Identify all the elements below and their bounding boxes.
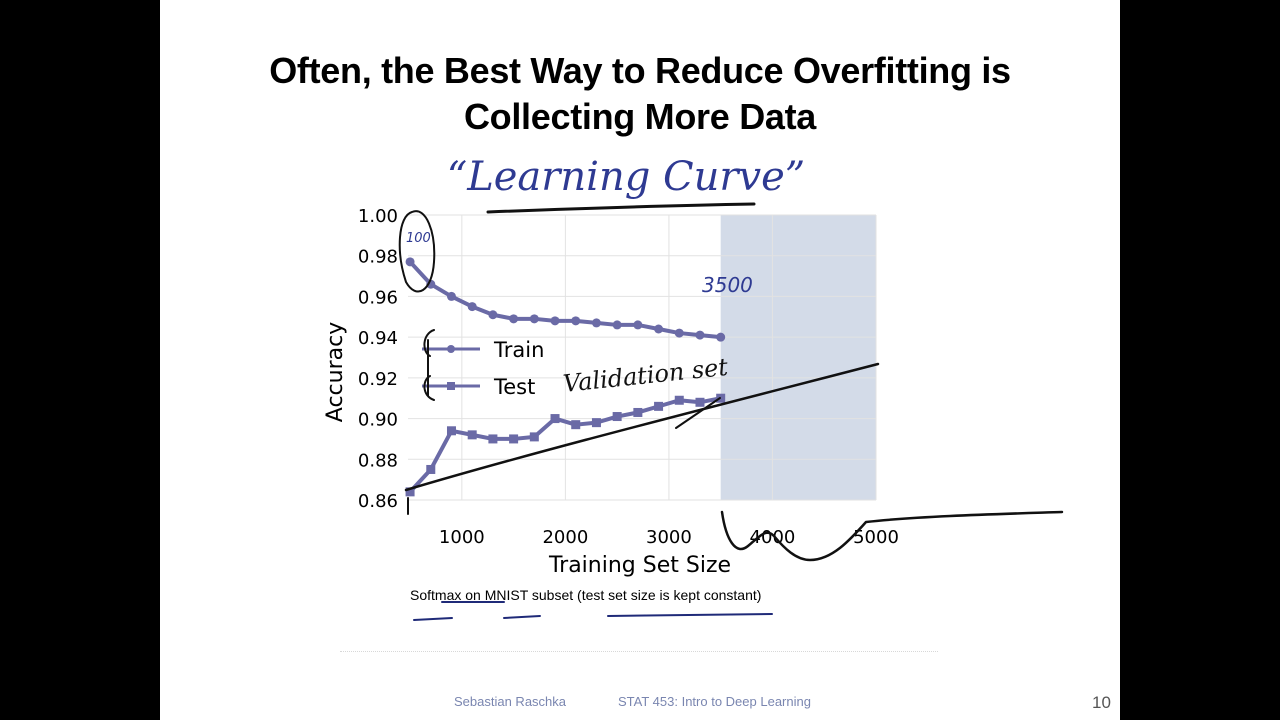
- gap-bracket: [423, 329, 435, 401]
- train-point: [529, 314, 539, 324]
- train-point: [654, 324, 664, 334]
- y-tick-label: 0.98: [358, 247, 398, 268]
- legend: Train Test: [422, 338, 544, 399]
- test-point: [571, 420, 581, 430]
- extrapolation-stroke: [720, 510, 1064, 562]
- y-tick-label: 0.96: [358, 287, 398, 308]
- x-tick-label: 4000: [750, 527, 796, 548]
- test-point: [446, 426, 456, 436]
- test-point: [654, 401, 664, 411]
- train-point: [674, 328, 684, 338]
- x-tick-label: 2000: [542, 527, 588, 548]
- caption-underlines: [413, 601, 773, 621]
- test-point: [467, 430, 477, 440]
- train-point: [488, 310, 498, 320]
- slide-title: Often, the Best Way to Reduce Overfittin…: [160, 48, 1120, 140]
- test-point: [674, 395, 684, 405]
- train-point: [509, 314, 519, 324]
- underline-stroke: [486, 202, 756, 214]
- x-tick-labels: 1000 2000 3000 4000 5000: [439, 527, 899, 548]
- train-point: [405, 257, 415, 267]
- x-axis-label: Training Set Size: [548, 553, 731, 578]
- title-line-1: Often, the Best Way to Reduce Overfittin…: [269, 50, 1011, 91]
- train-point: [591, 318, 601, 328]
- y-tick-label: 0.92: [358, 369, 398, 390]
- train-point: [695, 330, 705, 340]
- x-tick-label: 3000: [646, 527, 692, 548]
- title-line-2: Collecting More Data: [463, 96, 817, 137]
- footer-course: STAT 453: Intro to Deep Learning: [618, 694, 811, 709]
- slide: Often, the Best Way to Reduce Overfittin…: [160, 0, 1120, 720]
- train-point: [550, 316, 560, 326]
- legend-test-label: Test: [493, 375, 535, 399]
- test-point: [612, 412, 622, 422]
- test-point: [529, 432, 539, 442]
- train-point: [612, 320, 622, 330]
- test-point: [633, 407, 643, 417]
- figure-caption: Softmax on MNIST subset (test set size i…: [410, 587, 762, 603]
- y-tick-label: 1.00: [358, 206, 398, 227]
- test-point: [426, 464, 436, 474]
- x-tick-label: 5000: [853, 527, 899, 548]
- trend-line-stroke: [404, 362, 880, 492]
- legend-test-marker: [447, 382, 455, 390]
- y-tick-label: 0.90: [358, 410, 398, 431]
- annotation-end-size: 3500: [702, 273, 753, 297]
- train-point: [716, 332, 726, 342]
- legend-train-label: Train: [493, 338, 544, 362]
- handwritten-ink: [398, 202, 1064, 621]
- train-point: [426, 279, 436, 289]
- test-point: [695, 397, 705, 407]
- series-line-train: [408, 260, 721, 340]
- footer-author: Sebastian Raschka: [454, 694, 567, 709]
- train-point: [633, 320, 643, 330]
- test-point: [550, 414, 560, 424]
- annotation-validation-set: Validation set: [562, 353, 730, 398]
- arrow-stroke: [675, 397, 721, 429]
- highlight-region: [720, 215, 876, 500]
- train-point: [571, 316, 581, 326]
- circled-start-point: [398, 210, 436, 293]
- test-point: [591, 418, 601, 428]
- train-point: [446, 291, 456, 301]
- train-point: [467, 302, 477, 312]
- y-tick-label: 0.88: [358, 450, 398, 471]
- chart-grid: [408, 214, 877, 501]
- page-number: 10: [1092, 693, 1111, 712]
- legend-train-marker: [447, 345, 455, 353]
- annotation-learning-curve: “Learning Curve”: [447, 154, 806, 200]
- y-tick-label: 0.94: [358, 328, 398, 349]
- series-line-test: [408, 396, 722, 494]
- y-tick-labels: 0.86 0.88 0.90 0.92 0.94 0.96 0.98 1.00: [358, 206, 398, 512]
- test-point: [509, 434, 519, 444]
- x-tick-label: 1000: [439, 527, 485, 548]
- annotation-start-size: 100: [406, 231, 431, 246]
- slide-frame-line: [340, 651, 938, 672]
- y-tick-label: 0.86: [358, 491, 398, 512]
- series-lines: [408, 260, 722, 494]
- y-axis-label: Accuracy: [323, 322, 348, 422]
- test-point: [405, 487, 415, 497]
- learning-curve-chart: 0.86 0.88 0.90 0.92 0.94 0.96 0.98 1.00 1000 200…: [323, 154, 1064, 621]
- test-point: [488, 434, 498, 444]
